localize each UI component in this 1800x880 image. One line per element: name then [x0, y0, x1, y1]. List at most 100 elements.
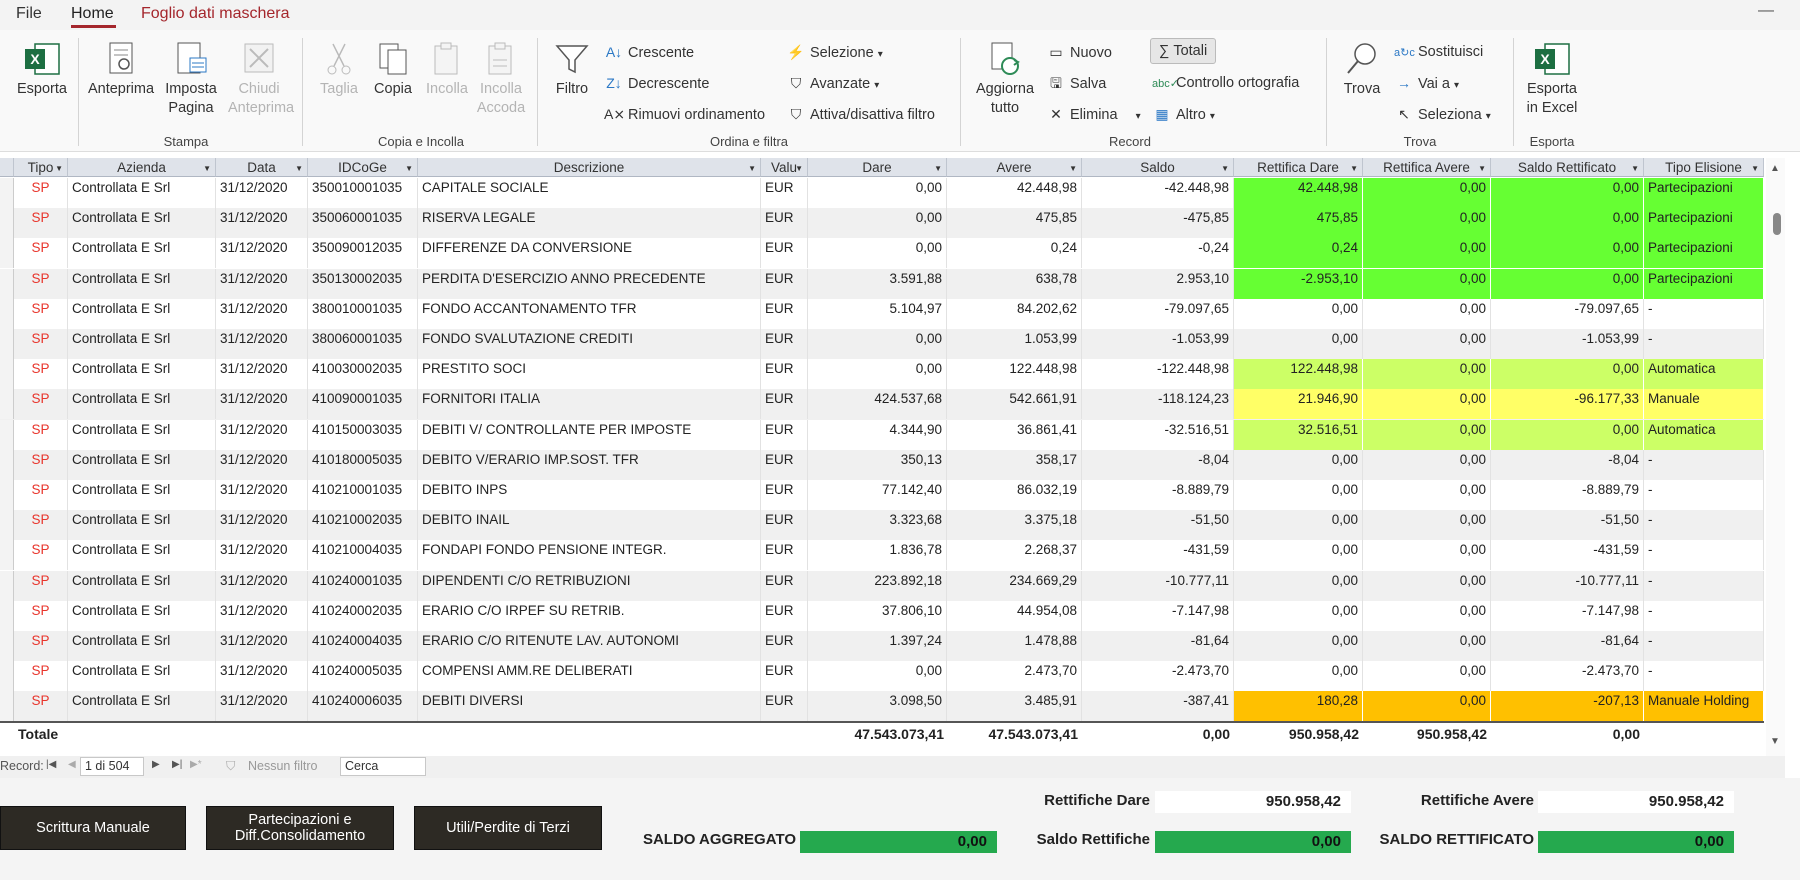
column-filter-dropdown-icon[interactable]: ▼	[1751, 164, 1759, 173]
column-header-rettifica-dare[interactable]: Rettifica Dare ▼	[1234, 158, 1363, 177]
cell-valuta[interactable]: EUR	[761, 691, 808, 722]
cell-rettifica-avere[interactable]: 0,00	[1363, 449, 1491, 480]
cell-azienda[interactable]: Controllata E Srl	[68, 449, 216, 480]
cell-saldo-rettificato[interactable]: -96.177,33	[1491, 389, 1644, 420]
cell-valuta[interactable]: EUR	[761, 570, 808, 601]
cell-rettifica-dare[interactable]: 0,00	[1234, 480, 1363, 510]
cell-descrizione[interactable]: DEBITI V/ CONTROLLANTE PER IMPOSTE	[418, 419, 761, 450]
cell-azienda[interactable]: Controllata E Srl	[68, 389, 216, 420]
cell-tipo[interactable]: SP	[14, 540, 68, 571]
cell-data[interactable]: 31/12/2020	[216, 510, 308, 541]
cell-idcoge[interactable]: 350090012035	[308, 238, 418, 269]
first-record-icon[interactable]: |◀	[46, 759, 57, 770]
cell-dare[interactable]: 3.323,68	[808, 510, 947, 541]
cell-rettifica-dare[interactable]: 0,00	[1234, 570, 1363, 601]
menu-foglio-dati[interactable]: Foglio dati maschera	[141, 5, 290, 22]
table-row[interactable]: SP Controllata E Srl 31/12/2020 35013000203…	[0, 268, 1764, 299]
cell-dare[interactable]: 1.397,24	[808, 631, 947, 661]
cell-saldo[interactable]: -8,04	[1082, 449, 1234, 480]
cell-rettifica-avere[interactable]: 0,00	[1363, 600, 1491, 631]
column-header-azienda[interactable]: Azienda ▼	[68, 158, 216, 177]
cell-avere[interactable]: 3.485,91	[947, 691, 1082, 722]
cell-avere[interactable]: 86.032,19	[947, 480, 1082, 510]
cell-tipo[interactable]: SP	[14, 419, 68, 450]
column-filter-dropdown-icon[interactable]: ▼	[295, 164, 303, 173]
cell-saldo[interactable]: -32.516,51	[1082, 419, 1234, 450]
cell-idcoge[interactable]: 410240002035	[308, 600, 418, 631]
cell-rettifica-avere[interactable]: 0,00	[1363, 661, 1491, 692]
cell-tipo-elisione[interactable]: Partecipazioni	[1644, 268, 1764, 299]
cell-azienda[interactable]: Controllata E Srl	[68, 298, 216, 329]
cell-avere[interactable]: 542.661,91	[947, 389, 1082, 420]
cell-rettifica-avere[interactable]: 0,00	[1363, 208, 1491, 239]
cell-idcoge[interactable]: 410180005035	[308, 449, 418, 480]
cell-dare[interactable]: 5.104,97	[808, 298, 947, 329]
column-filter-dropdown-icon[interactable]: ▼	[203, 164, 211, 173]
cell-azienda[interactable]: Controllata E Srl	[68, 600, 216, 631]
cell-rettifica-dare[interactable]: 42.448,98	[1234, 178, 1363, 208]
cell-tipo-elisione[interactable]: -	[1644, 600, 1764, 631]
cell-tipo[interactable]: SP	[14, 238, 68, 269]
cell-tipo[interactable]: SP	[14, 631, 68, 661]
cell-descrizione[interactable]: FORNITORI ITALIA	[418, 389, 761, 420]
attiva-filtro-button[interactable]: ⛉ Attiva/disattiva filtro	[786, 103, 935, 125]
cell-idcoge[interactable]: 410240001035	[308, 570, 418, 601]
cell-avere[interactable]: 2.473,70	[947, 661, 1082, 692]
table-row[interactable]: SP Controllata E Srl 31/12/2020 38006000103…	[0, 329, 1764, 360]
cell-rettifica-avere[interactable]: 0,00	[1363, 389, 1491, 420]
cell-saldo[interactable]: -475,85	[1082, 208, 1234, 239]
cell-rettifica-dare[interactable]: 122.448,98	[1234, 359, 1363, 390]
cell-rettifica-avere[interactable]: 0,00	[1363, 359, 1491, 390]
row-selector[interactable]	[0, 570, 14, 601]
cell-idcoge[interactable]: 410240004035	[308, 631, 418, 661]
cell-saldo[interactable]: -42.448,98	[1082, 178, 1234, 208]
column-filter-dropdown-icon[interactable]: ▼	[934, 164, 942, 173]
cell-tipo-elisione[interactable]: Partecipazioni	[1644, 178, 1764, 208]
table-row[interactable]: SP Controllata E Srl 31/12/2020 41018000503…	[0, 449, 1764, 480]
column-filter-dropdown-icon[interactable]: ▼	[1631, 164, 1639, 173]
cell-saldo-rettificato[interactable]: -51,50	[1491, 510, 1644, 541]
controllo-ortografia-button[interactable]: abc✓Controllo ortografia	[1152, 72, 1299, 94]
cell-tipo[interactable]: SP	[14, 178, 68, 208]
esporta-excel-button[interactable]: X Esporta in Excel	[1522, 40, 1582, 118]
cell-idcoge[interactable]: 410240006035	[308, 691, 418, 722]
cell-saldo-rettificato[interactable]: 0,00	[1491, 178, 1644, 208]
cell-valuta[interactable]: EUR	[761, 540, 808, 571]
table-row[interactable]: SP Controllata E Srl 31/12/2020 38001000103…	[0, 298, 1764, 329]
cell-tipo-elisione[interactable]: Automatica	[1644, 359, 1764, 390]
cell-azienda[interactable]: Controllata E Srl	[68, 661, 216, 692]
table-row[interactable]: SP Controllata E Srl 31/12/2020 35006000103…	[0, 208, 1764, 239]
cell-dare[interactable]: 1.836,78	[808, 540, 947, 571]
table-row[interactable]: SP Controllata E Srl 31/12/2020 41003000203…	[0, 359, 1764, 390]
cell-valuta[interactable]: EUR	[761, 178, 808, 208]
cell-azienda[interactable]: Controllata E Srl	[68, 419, 216, 450]
cell-data[interactable]: 31/12/2020	[216, 600, 308, 631]
cell-valuta[interactable]: EUR	[761, 329, 808, 359]
cell-data[interactable]: 31/12/2020	[216, 329, 308, 359]
cell-saldo-rettificato[interactable]: 0,00	[1491, 419, 1644, 450]
cell-descrizione[interactable]: FONDAPI FONDO PENSIONE INTEGR.	[418, 540, 761, 571]
row-selector[interactable]	[0, 510, 14, 541]
cell-saldo[interactable]: -118.124,23	[1082, 389, 1234, 420]
cell-data[interactable]: 31/12/2020	[216, 480, 308, 510]
taglia-button[interactable]: Taglia	[312, 40, 366, 99]
row-selector[interactable]	[0, 329, 14, 359]
cell-saldo[interactable]: -8.889,79	[1082, 480, 1234, 510]
cell-tipo-elisione[interactable]: -	[1644, 570, 1764, 601]
row-selector[interactable]	[0, 298, 14, 329]
cell-descrizione[interactable]: DEBITO INPS	[418, 480, 761, 510]
avanzate-button[interactable]: ⛉ Avanzate ▾	[786, 72, 880, 94]
cell-idcoge[interactable]: 410150003035	[308, 419, 418, 450]
cell-rettifica-avere[interactable]: 0,00	[1363, 631, 1491, 661]
cell-rettifica-avere[interactable]: 0,00	[1363, 268, 1491, 299]
table-row[interactable]: SP Controllata E Srl 31/12/2020 41024000103…	[0, 570, 1764, 601]
filtro-button[interactable]: Filtro	[546, 40, 598, 99]
incolla-accoda-button[interactable]: Incolla Accoda	[474, 40, 528, 118]
cell-tipo-elisione[interactable]: Partecipazioni	[1644, 238, 1764, 269]
salva-button[interactable]: 🖫 Salva	[1046, 72, 1106, 94]
cell-rettifica-dare[interactable]: 0,00	[1234, 449, 1363, 480]
column-header-saldo-rettificato[interactable]: Saldo Rettificato ▼	[1491, 158, 1644, 177]
cell-tipo-elisione[interactable]: -	[1644, 510, 1764, 541]
cell-azienda[interactable]: Controllata E Srl	[68, 178, 216, 208]
cell-avere[interactable]: 234.669,29	[947, 570, 1082, 601]
